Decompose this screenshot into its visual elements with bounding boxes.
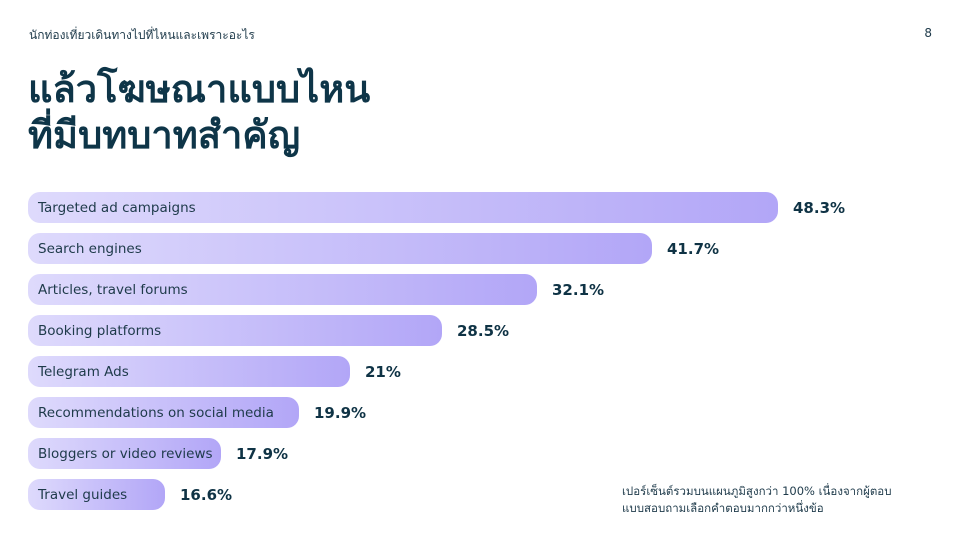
value-label: 17.9% [236,444,289,463]
bar-row: Booking platforms 28.5% [28,315,928,346]
bar-row: Articles, travel forums 32.1% [28,274,928,305]
category-label: Recommendations on social media [38,404,274,421]
title-line-2: ที่มีบทบาทสำคัญ [28,113,301,157]
value-label: 21% [365,362,401,381]
bar: Targeted ad campaigns [28,192,778,223]
footnote-line-2: แบบสอบถามเลือกคำตอบมากกว่าหนึ่งข้อ [622,501,824,515]
value-label: 41.7% [667,239,720,258]
bar-row: Travel guides 16.6% [28,479,928,510]
bar-row: Bloggers or video reviews 17.9% [28,438,928,469]
page-title: แล้วโฆษณาแบบไหน ที่มีบทบาทสำคัญ [28,66,370,158]
value-label: 16.6% [180,485,233,504]
value-label: 32.1% [552,280,605,299]
value-label: 19.9% [314,403,367,422]
bar-row: Search engines 41.7% [28,233,928,264]
bar: Booking platforms [28,315,442,346]
title-line-1: แล้วโฆษณาแบบไหน [28,67,371,111]
value-label: 28.5% [457,321,510,340]
bar-row: Telegram Ads 21% [28,356,928,387]
bar: Travel guides [28,479,165,510]
category-label: Articles, travel forums [38,281,188,298]
category-label: Search engines [38,240,142,257]
category-label: Bloggers or video reviews [38,445,213,462]
page-number: 8 [924,26,932,40]
bar-chart: Targeted ad campaigns 48.3% Search engines… [28,192,928,520]
bar: Telegram Ads [28,356,350,387]
bar-row: Recommendations on social media 19.9% [28,397,928,428]
category-label: Booking platforms [38,322,162,339]
category-label: Targeted ad campaigns [38,199,196,216]
bar: Bloggers or video reviews [28,438,221,469]
bar: Recommendations on social media [28,397,299,428]
footnote: เปอร์เซ็นต์รวมบนแผนภูมิสูงกว่า 100% เนื่… [622,483,922,517]
category-label: Travel guides [38,486,128,503]
section-kicker: นักท่องเที่ยวเดินทางไปที่ไหนและเพราะอะไร [29,28,255,42]
category-label: Telegram Ads [38,363,129,380]
bar: Articles, travel forums [28,274,537,305]
footnote-line-1: เปอร์เซ็นต์รวมบนแผนภูมิสูงกว่า 100% เนื่… [622,484,892,498]
bar-row: Targeted ad campaigns 48.3% [28,192,928,223]
value-label: 48.3% [793,198,846,217]
bar: Search engines [28,233,652,264]
